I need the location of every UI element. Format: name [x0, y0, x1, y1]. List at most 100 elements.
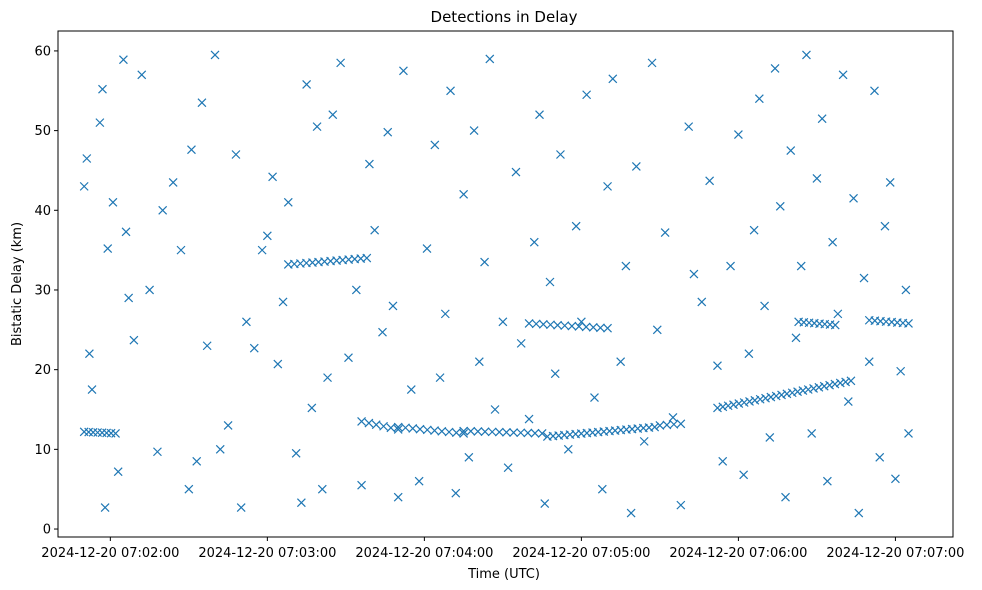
- x-axis-label: Time (UTC): [467, 567, 540, 582]
- data-point: [891, 474, 900, 484]
- data-point: [509, 428, 519, 437]
- data-point: [546, 320, 555, 330]
- data-point: [351, 285, 361, 295]
- data-point: [498, 317, 508, 327]
- data-point: [480, 427, 490, 437]
- data-point: [553, 320, 563, 330]
- data-point: [485, 54, 495, 64]
- data-point: [662, 420, 672, 430]
- data-point: [296, 498, 306, 508]
- data-point: [145, 285, 155, 295]
- data-point: [626, 508, 636, 518]
- data-point: [503, 463, 513, 473]
- data-point: [435, 373, 445, 383]
- data-point: [781, 492, 790, 502]
- data-point: [383, 127, 393, 137]
- data-point: [102, 428, 112, 438]
- y-axis-label: Bistatic Delay (km): [10, 222, 25, 346]
- data-point: [414, 476, 424, 486]
- data-point: [273, 359, 283, 369]
- data-point: [754, 94, 764, 104]
- data-point: [262, 231, 272, 241]
- data-point: [744, 349, 754, 359]
- data-point: [765, 432, 775, 442]
- data-point: [406, 385, 416, 395]
- data-point: [550, 369, 560, 379]
- data-point: [739, 470, 749, 480]
- data-point: [459, 426, 469, 436]
- data-point: [124, 293, 134, 303]
- data-point: [621, 261, 631, 271]
- data-point: [393, 492, 403, 502]
- data-point: [745, 396, 754, 406]
- data-point: [88, 427, 98, 437]
- data-point: [689, 269, 699, 279]
- x-tick-label: 2024-12-20 07:05:00: [512, 546, 650, 561]
- data-point: [841, 377, 851, 387]
- data-point: [761, 393, 770, 403]
- y-tick-label: 60: [34, 44, 51, 59]
- data-point: [197, 98, 207, 108]
- data-point: [408, 424, 418, 433]
- data-point: [106, 428, 116, 438]
- data-point: [639, 436, 649, 446]
- data-point: [729, 400, 738, 410]
- data-point: [880, 221, 890, 231]
- data-point: [835, 378, 845, 388]
- data-point: [278, 297, 288, 307]
- data-point: [830, 379, 840, 389]
- data-point: [464, 452, 474, 462]
- data-point: [760, 301, 770, 311]
- y-axis: 0 10 20 30 40 50 60: [34, 44, 58, 538]
- data-point: [379, 421, 388, 431]
- data-point: [121, 227, 131, 237]
- x-tick-label: 2024-12-20 07:03:00: [198, 546, 336, 561]
- data-point: [393, 422, 403, 432]
- data-point: [370, 225, 380, 235]
- data-point: [849, 193, 858, 203]
- data-point: [202, 341, 212, 351]
- data-point: [870, 86, 879, 96]
- data-point: [901, 285, 911, 295]
- data-point: [782, 389, 792, 399]
- data-point: [302, 79, 312, 89]
- data-point: [616, 357, 626, 367]
- data-point: [560, 321, 570, 331]
- data-point: [469, 126, 479, 136]
- x-tick-label: 2024-12-20 07:02:00: [41, 546, 179, 561]
- data-point: [158, 205, 168, 215]
- data-point: [113, 467, 123, 477]
- data-point: [718, 456, 728, 466]
- data-point: [833, 309, 843, 319]
- data-point: [323, 373, 332, 383]
- data-point: [647, 58, 657, 68]
- data-point: [524, 414, 534, 424]
- data-point: [540, 499, 550, 508]
- data-point: [771, 391, 781, 401]
- data-point: [537, 428, 547, 438]
- data-point: [809, 383, 818, 393]
- data-point: [660, 228, 670, 238]
- data-point: [669, 419, 679, 429]
- data-point: [236, 503, 246, 512]
- data-point: [364, 159, 374, 169]
- data-point: [82, 154, 92, 163]
- data-point: [713, 403, 722, 413]
- data-point: [430, 140, 440, 150]
- y-tick-label: 10: [34, 443, 51, 458]
- data-point: [859, 273, 869, 283]
- data-point: [344, 353, 353, 363]
- data-point: [885, 177, 895, 187]
- data-point: [574, 322, 584, 331]
- data-point: [401, 423, 410, 433]
- data-point: [100, 503, 110, 512]
- data-point: [437, 426, 447, 436]
- data-point: [386, 423, 396, 433]
- data-point: [399, 66, 408, 76]
- data-point: [430, 426, 439, 436]
- data-point: [807, 428, 817, 438]
- data-point: [422, 425, 432, 435]
- data-point: [511, 167, 521, 177]
- data-point: [739, 398, 749, 407]
- data-point: [516, 428, 526, 438]
